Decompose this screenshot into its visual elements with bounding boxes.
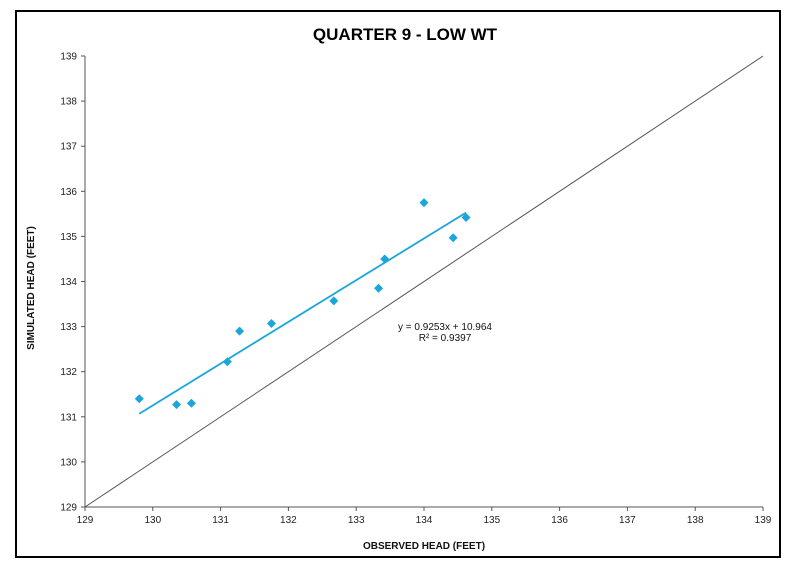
x-tick-label: 133 [348,515,365,526]
y-tick-label: 138 [60,97,77,108]
x-tick-label: 136 [551,515,568,526]
data-point [461,212,471,222]
data-point [380,254,390,264]
data-point [266,318,276,328]
x-tick-label: 131 [212,515,229,526]
trendline [138,211,467,415]
x-axis-title: OBSERVED HEAD (FEET) [363,541,485,552]
trendline-equation: y = 0.9253x + 10.964 [398,322,492,333]
data-point [235,326,245,336]
y-tick-label: 130 [60,457,77,468]
y-tick-label: 131 [60,412,77,423]
y-tick-label: 132 [60,367,77,378]
trendline-r-squared: R² = 0.9397 [419,333,472,344]
data-point [329,296,339,306]
data-point [186,398,196,408]
data-point [134,394,144,404]
data-point [448,233,458,243]
y-tick-label: 135 [60,232,77,243]
one-to-one-line [84,55,764,508]
data-point [172,400,182,410]
data-point [222,357,232,367]
x-tick-label: 130 [144,515,161,526]
x-tick-label: 134 [416,515,433,526]
y-tick-label: 137 [60,142,77,153]
y-tick-label: 134 [60,277,77,288]
y-tick-label: 129 [60,503,77,514]
y-tick-label: 136 [60,187,77,198]
chart-title: QUARTER 9 - LOW WT [313,25,498,44]
scatter-chart: QUARTER 9 - LOW WT 129 130 131 132 133 134 135… [26,25,772,552]
data-point [374,283,384,293]
data-point [419,198,429,208]
x-tick-label: 139 [755,515,772,526]
x-tick-label: 137 [619,515,636,526]
chart-frame: QUARTER 9 - LOW WT 129 130 131 132 133 134 135… [15,10,781,558]
x-tick-label: 135 [483,515,500,526]
x-tick-label: 138 [687,515,704,526]
x-tick-label: 132 [280,515,297,526]
plot-area: 129 130 131 132 133 134 135 136 137 138 139 129 130 1… [60,52,771,527]
x-tick-label: 129 [77,515,94,526]
y-tick-label: 139 [60,52,77,63]
y-tick-label: 133 [60,322,77,333]
y-axis-title: SIMULATED HEAD (FEET) [26,226,37,350]
